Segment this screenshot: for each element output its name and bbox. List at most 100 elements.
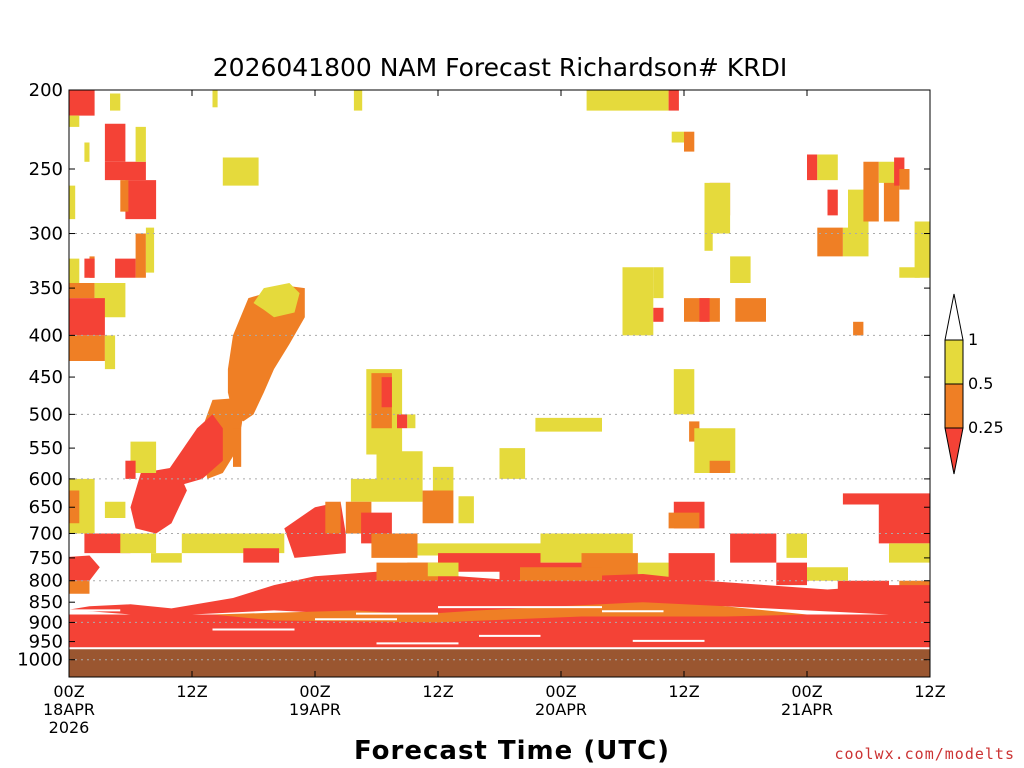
richardson-region-yellow [222, 157, 259, 186]
y-tick-label: 200 [29, 80, 63, 101]
richardson-region-yellow [671, 131, 684, 143]
richardson-region-orange [899, 169, 910, 190]
richardson-region-red [807, 154, 818, 181]
richardson-region-yellow [899, 267, 920, 278]
y-tick-label: 600 [29, 469, 63, 490]
richardson-region-yellow [704, 233, 713, 251]
legend-band-orange [944, 383, 964, 429]
richardson-region-yellow [135, 126, 146, 162]
richardson-region-orange [376, 562, 438, 581]
richardson-region-yellow [704, 182, 731, 234]
richardson-region-orange [371, 533, 418, 558]
richardson-region-yellow [145, 227, 155, 273]
richardson-region-red [776, 562, 807, 586]
richardson-region-yellow [353, 90, 363, 111]
richardson-region-red [125, 180, 157, 220]
legend-label: 0.5 [968, 374, 993, 393]
y-tick-label: 800 [29, 571, 63, 592]
richardson-region-yellow [673, 369, 695, 415]
richardson-region-yellow [535, 417, 602, 432]
richardson-region-red [69, 555, 100, 581]
richardson-region-red [84, 533, 131, 554]
x-tick-label: 18APR [43, 700, 95, 719]
credit-text: coolwx.com/modelts [834, 745, 1015, 763]
y-tick-label: 550 [29, 438, 63, 459]
plot-area [69, 90, 930, 677]
legend-overflow-arrow [944, 293, 964, 341]
x-tick-label: 12Z [668, 682, 699, 701]
richardson-region-yellow [848, 189, 869, 234]
y-tick-label: 250 [29, 159, 63, 180]
richardson-region-red [69, 90, 95, 116]
x-tick-label: 00Z [299, 682, 330, 701]
richardson-region-yellow [432, 466, 454, 491]
richardson-region-yellow [458, 496, 474, 524]
richardson-region-red [69, 298, 105, 336]
richardson-region-red [84, 258, 95, 278]
y-tick-label: 350 [29, 278, 63, 299]
y-tick-label: 900 [29, 612, 63, 633]
richardson-region-yellow [84, 142, 90, 162]
legend-label: 1 [968, 330, 978, 349]
richardson-region-orange [853, 321, 864, 336]
richardson-region-yellow [376, 451, 423, 502]
x-tick-label: 20APR [535, 700, 587, 719]
richardson-region-orange [212, 602, 807, 623]
colorbar-legend: 1 0.5 0.25 [944, 293, 1004, 475]
richardson-region-red [397, 414, 408, 429]
richardson-region-red [104, 123, 126, 162]
x-axis-label: Forecast Time (UTC) [354, 736, 670, 766]
y-tick-label: 400 [29, 325, 63, 346]
richardson-region-orange [325, 501, 341, 534]
richardson-region-yellow [889, 543, 930, 563]
y-tick-label: 700 [29, 523, 63, 544]
richardson-region-yellow [807, 567, 848, 581]
x-tick-label: 19APR [289, 700, 341, 719]
richardson-region-red [104, 161, 146, 181]
x-tick-label: 2026 [49, 718, 90, 737]
richardson-region-yellow [120, 533, 157, 554]
y-tick-label: 650 [29, 497, 63, 518]
richardson-region-orange [735, 298, 766, 322]
richardson-region-yellow [104, 335, 116, 370]
chart-title: 2026041800 NAM Forecast Richardson# KRDI [213, 53, 787, 82]
richardson-region-orange [883, 176, 900, 222]
richardson-region-red [130, 466, 187, 534]
richardson-region-red [381, 377, 392, 408]
richardson-region-orange [863, 161, 879, 222]
richardson-region-orange [135, 233, 146, 278]
x-tick-label: 12Z [914, 682, 945, 701]
richardson-region-orange [668, 512, 700, 529]
richardson-region-red [69, 614, 930, 649]
richardson-region-orange [120, 180, 129, 212]
y-tick-label: 750 [29, 548, 63, 569]
richardson-region-red [878, 501, 930, 544]
richardson-region-yellow [130, 441, 157, 473]
richardson-region-yellow [181, 533, 285, 554]
richardson-region-orange [69, 283, 95, 299]
y-tick-label: 1000 [17, 650, 63, 671]
richardson-region-orange [520, 567, 602, 581]
richardson-region-red [243, 548, 280, 563]
richardson-region-yellow [914, 221, 930, 278]
richardson-region-orange [227, 286, 305, 422]
richardson-region-red [827, 189, 838, 216]
richardson-region-yellow [817, 154, 838, 181]
x-tick-label: 00Z [53, 682, 84, 701]
richardson-region-yellow [842, 227, 869, 257]
legend-label: 0.25 [968, 418, 1004, 437]
richardson-region-yellow [730, 256, 751, 283]
x-tick-label: 00Z [791, 682, 822, 701]
legend-band-red [944, 427, 964, 475]
richardson-region-yellow [69, 258, 80, 283]
richardson-region-orange [69, 580, 90, 594]
y-tick-label: 950 [29, 632, 63, 653]
richardson-region-yellow [653, 267, 664, 299]
y-tick-label: 500 [29, 404, 63, 425]
y-tick-label: 850 [29, 592, 63, 613]
y-tick-label: 450 [29, 367, 63, 388]
plot-frame [68, 89, 931, 678]
richardson-region-orange [69, 335, 105, 361]
